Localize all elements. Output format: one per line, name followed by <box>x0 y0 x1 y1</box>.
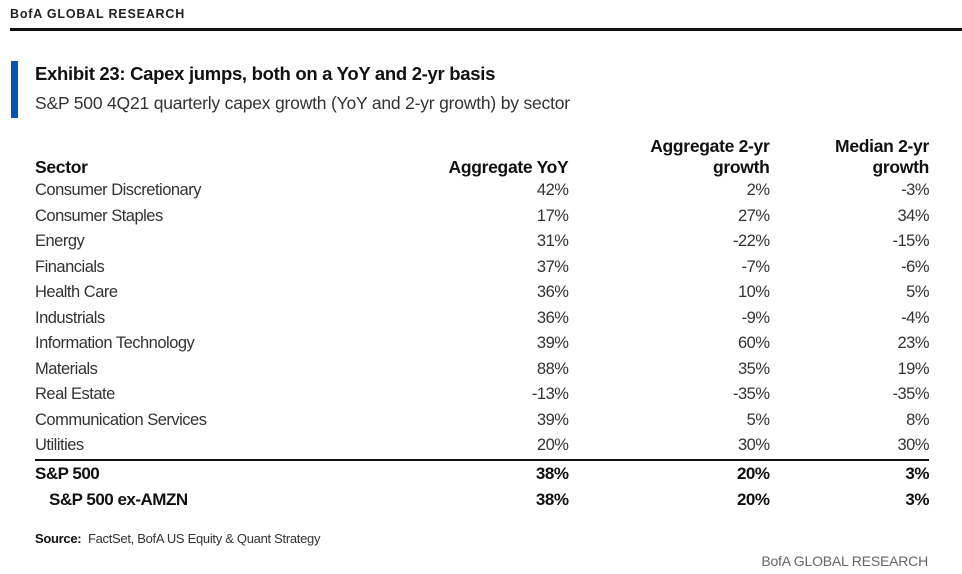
table-row: Energy 31% -22% -15% <box>35 229 929 255</box>
cell-aggregate-yoy: 88% <box>536 359 569 378</box>
cell-median-2yr: 3% <box>905 489 929 509</box>
column-header-median-2yr: Median 2-yr growth <box>835 136 929 177</box>
cell-sector: S&P 500 <box>35 463 100 483</box>
cell-aggregate-yoy: 37% <box>536 257 569 276</box>
total-row: S&P 500 ex-AMZN 38% 20% 3% <box>35 487 929 513</box>
cell-median-2yr: 34% <box>897 206 929 225</box>
cell-sector: Communication Services <box>35 410 207 429</box>
exhibit-subtitle: S&P 500 4Q21 quarterly capex growth (YoY… <box>35 93 570 113</box>
cell-median-2yr: -35% <box>892 385 929 403</box>
cell-sector: S&P 500 ex-AMZN <box>49 489 188 509</box>
header-divider <box>10 28 962 31</box>
cell-median-2yr: 30% <box>769 433 929 461</box>
table-row: Utilities 20% 30% 30% <box>35 433 929 461</box>
cell-aggregate-yoy: 20% <box>422 433 569 461</box>
table-row: Communication Services 39% 5% 8% <box>35 408 929 434</box>
cell-aggregate-yoy: 39% <box>536 410 569 429</box>
footer-brand: BofA GLOBAL RESEARCH <box>761 553 928 569</box>
table-row: Information Technology 39% 60% 23% <box>35 331 929 357</box>
cell-sector: Utilities <box>35 433 423 461</box>
exhibit-title: Exhibit 23: Capex jumps, both on a YoY a… <box>35 63 496 84</box>
exhibit-accent-bar <box>11 61 18 118</box>
cell-median-2yr: -4% <box>901 308 929 327</box>
cell-aggregate-2yr: 2% <box>746 181 770 199</box>
cell-sector: Real Estate <box>35 385 115 403</box>
source-label: Source: <box>35 531 82 546</box>
cell-aggregate-2yr: 30% <box>568 433 770 461</box>
cell-sector: Financials <box>35 257 105 276</box>
cell-median-2yr: 5% <box>906 283 929 301</box>
source-note: Source: FactSet, BofA US Equity & Quant … <box>35 531 320 546</box>
cell-aggregate-2yr: 20% <box>736 463 770 483</box>
column-header-sector: Sector <box>35 157 88 177</box>
cell-sector: Industrials <box>35 308 105 327</box>
header-brand: BofA GLOBAL RESEARCH <box>10 7 186 21</box>
table-row: Consumer Discretionary 42% 2% -3% <box>35 178 929 204</box>
cell-aggregate-2yr: 20% <box>736 489 770 509</box>
cell-aggregate-yoy: 42% <box>536 181 569 199</box>
cell-median-2yr: 23% <box>897 334 929 352</box>
table-row: Real Estate -13% -35% -35% <box>35 382 929 408</box>
cell-aggregate-2yr: -7% <box>741 257 770 276</box>
cell-aggregate-2yr: 35% <box>737 359 770 378</box>
cell-aggregate-2yr: -35% <box>732 385 770 403</box>
cell-aggregate-2yr: -22% <box>732 232 770 250</box>
cell-sector: Energy <box>35 232 85 250</box>
cell-median-2yr: 19% <box>897 359 929 378</box>
cell-aggregate-yoy: 31% <box>536 232 569 250</box>
cell-median-2yr: 3% <box>905 463 929 483</box>
cell-median-2yr: -6% <box>901 257 929 276</box>
cell-aggregate-2yr: 10% <box>737 283 770 301</box>
column-header-aggregate-2yr: Aggregate 2-yr growth <box>650 136 770 177</box>
cell-sector: Information Technology <box>35 334 195 352</box>
source-text: FactSet, BofA US Equity & Quant Strategy <box>87 531 321 546</box>
total-row: S&P 500 38% 20% 3% <box>35 460 929 487</box>
cell-aggregate-yoy: 36% <box>536 283 569 301</box>
cell-aggregate-2yr: 5% <box>746 410 770 429</box>
cell-aggregate-2yr: -9% <box>741 308 770 327</box>
cell-aggregate-yoy: 17% <box>536 206 569 225</box>
cell-sector: Consumer Staples <box>35 206 163 225</box>
cell-median-2yr: -15% <box>892 232 929 250</box>
cell-aggregate-yoy: 36% <box>536 308 569 327</box>
capex-table: Sector Aggregate YoY Aggregate 2-yr growt… <box>35 136 929 513</box>
cell-aggregate-yoy: -13% <box>531 385 569 403</box>
table-header-row: Sector Aggregate YoY Aggregate 2-yr growt… <box>35 136 929 178</box>
column-header-aggregate-yoy: Aggregate YoY <box>448 157 569 177</box>
cell-median-2yr: -3% <box>901 181 929 199</box>
cell-median-2yr: 8% <box>906 410 929 429</box>
cell-sector: Consumer Discretionary <box>35 181 201 199</box>
cell-aggregate-yoy: 38% <box>535 463 569 483</box>
cell-aggregate-2yr: 27% <box>737 206 770 225</box>
cell-aggregate-yoy: 38% <box>535 489 569 509</box>
table-row: Consumer Staples 17% 27% 34% <box>35 204 929 230</box>
cell-sector: Materials <box>35 359 98 378</box>
table-row: Materials 88% 35% 19% <box>35 357 929 383</box>
table-row: Financials 37% -7% -6% <box>35 255 929 281</box>
table-row: Health Care 36% 10% 5% <box>35 280 929 306</box>
cell-sector: Health Care <box>35 283 118 301</box>
cell-aggregate-yoy: 39% <box>536 334 569 352</box>
table-row: Industrials 36% -9% -4% <box>35 306 929 332</box>
cell-aggregate-2yr: 60% <box>737 334 770 352</box>
